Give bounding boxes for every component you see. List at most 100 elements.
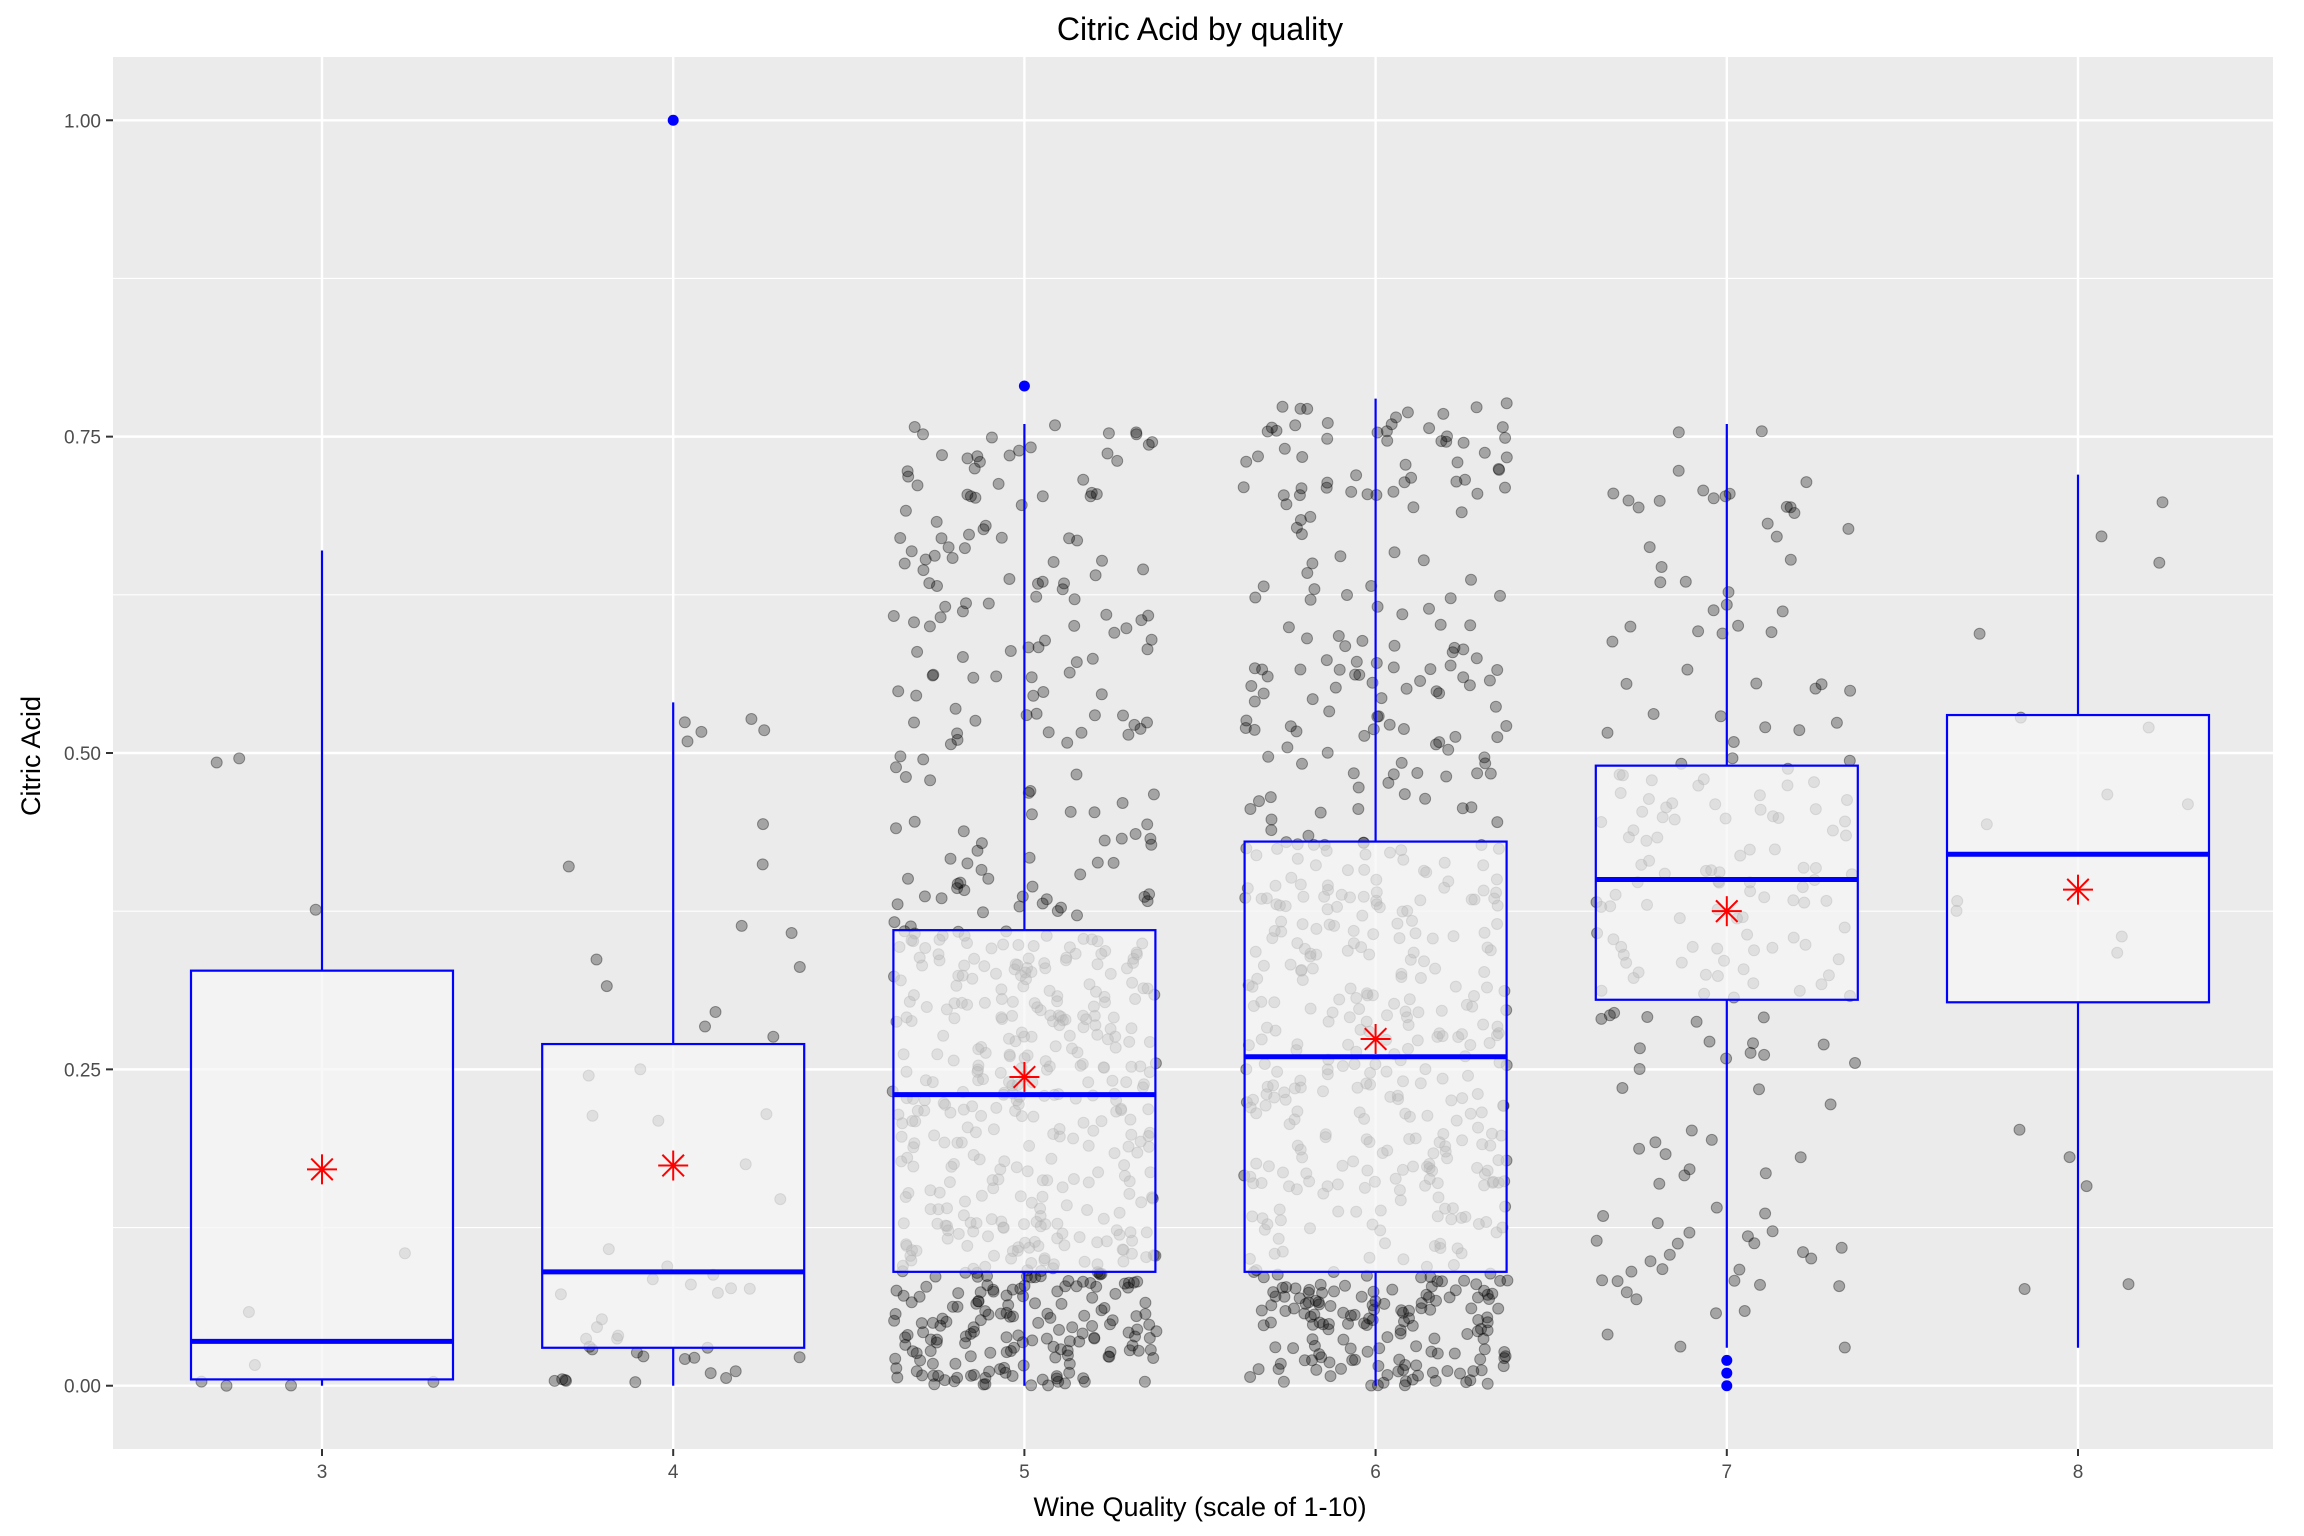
data-point xyxy=(924,1333,937,1346)
data-point xyxy=(1470,1278,1483,1291)
data-point xyxy=(1025,808,1038,821)
data-point xyxy=(1457,671,1470,684)
data-point xyxy=(1410,1359,1423,1372)
data-point xyxy=(1277,489,1290,502)
data-point xyxy=(1029,1297,1041,1310)
data-point xyxy=(998,1361,1011,1374)
data-point xyxy=(1141,643,1154,656)
data-point xyxy=(1061,736,1074,749)
data-point xyxy=(1597,1210,1610,1222)
data-point xyxy=(1130,428,1143,441)
data-point xyxy=(1726,752,1739,765)
data-point xyxy=(1486,1287,1499,1300)
data-point xyxy=(1150,1325,1163,1338)
data-point xyxy=(1116,797,1129,809)
data-point xyxy=(1420,1288,1433,1301)
data-point xyxy=(930,1336,943,1349)
data-point xyxy=(946,1300,959,1313)
data-point xyxy=(951,1300,964,1313)
data-point xyxy=(1047,556,1060,568)
axis-ticks: 0.00 0.25 0.50 0.75 1.00 3 4 5 6 7 8 xyxy=(64,111,2083,1483)
data-point xyxy=(981,1279,994,1292)
data-point xyxy=(1122,728,1135,741)
data-point xyxy=(767,1030,780,1043)
data-point xyxy=(888,916,901,929)
data-point xyxy=(1387,768,1400,781)
data-point xyxy=(1101,447,1114,460)
data-point xyxy=(678,716,691,729)
data-point xyxy=(1000,1306,1013,1319)
mean-marker-stroke xyxy=(2066,878,2090,902)
data-point xyxy=(1358,729,1371,742)
data-point xyxy=(1055,1297,1068,1310)
data-point xyxy=(1145,633,1158,646)
data-point xyxy=(1054,1343,1067,1356)
data-point xyxy=(1294,514,1307,526)
data-point xyxy=(1262,750,1275,763)
data-point xyxy=(2080,1180,2093,1193)
data-point xyxy=(926,1316,939,1329)
data-point xyxy=(1000,1346,1013,1359)
data-point xyxy=(1406,1319,1419,1332)
data-point xyxy=(1077,1372,1090,1385)
data-point xyxy=(1499,1350,1512,1363)
data-point xyxy=(1253,795,1265,808)
data-point xyxy=(1142,438,1155,451)
data-point xyxy=(1014,1282,1027,1295)
data-point xyxy=(1361,488,1374,501)
data-point xyxy=(1335,1362,1347,1375)
data-point xyxy=(1056,583,1069,596)
mean-marker xyxy=(658,1150,689,1181)
data-point xyxy=(745,713,758,725)
data-point xyxy=(977,1378,990,1391)
data-point xyxy=(1434,618,1447,631)
data-point xyxy=(936,449,948,462)
data-point xyxy=(1249,591,1262,604)
data-point xyxy=(946,552,959,564)
y-tick-label: 0.50 xyxy=(64,744,101,765)
data-point xyxy=(890,822,902,835)
data-point xyxy=(1059,1280,1072,1293)
data-point xyxy=(934,611,947,624)
data-point xyxy=(1838,1341,1851,1354)
data-point xyxy=(1088,806,1101,819)
data-point xyxy=(2153,556,2166,569)
data-point xyxy=(961,488,974,501)
data-point xyxy=(688,1351,701,1364)
data-point xyxy=(992,477,1005,490)
data-point xyxy=(1026,880,1039,893)
data-point xyxy=(1278,442,1291,455)
data-point xyxy=(1348,1308,1361,1321)
data-point xyxy=(1483,1293,1495,1305)
data-point xyxy=(1370,657,1383,669)
data-point xyxy=(1399,1359,1412,1371)
data-point xyxy=(971,844,984,857)
data-point xyxy=(1423,1291,1435,1304)
data-point xyxy=(1131,1323,1144,1336)
data-point xyxy=(1410,1340,1423,1353)
x-tick-label: 5 xyxy=(1019,1462,1030,1483)
box xyxy=(1945,713,2211,1004)
data-point xyxy=(1245,680,1258,692)
data-point xyxy=(1474,1353,1487,1366)
data-point xyxy=(1471,1325,1484,1338)
data-point xyxy=(1632,501,1645,514)
data-point xyxy=(1451,456,1464,469)
data-point xyxy=(1141,895,1154,908)
data-point xyxy=(1470,401,1483,414)
data-point xyxy=(1279,1305,1292,1317)
data-point xyxy=(1144,1343,1157,1356)
data-point xyxy=(1147,788,1160,801)
data-point xyxy=(1492,463,1505,475)
data-point xyxy=(1793,724,1806,737)
data-point xyxy=(1653,494,1666,507)
data-point xyxy=(1411,767,1424,779)
data-point xyxy=(905,545,918,558)
data-point xyxy=(1449,730,1462,743)
data-point xyxy=(1278,1290,1291,1303)
data-point xyxy=(1387,661,1400,674)
data-point xyxy=(964,490,977,503)
data-point xyxy=(1368,1303,1380,1316)
data-point xyxy=(1423,602,1435,615)
